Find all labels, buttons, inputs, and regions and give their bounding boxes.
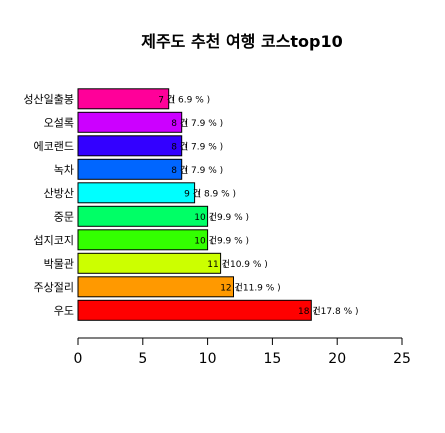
x-tick-label: 15 <box>263 351 281 367</box>
bar <box>78 183 195 203</box>
x-axis: 0 5 10 15 20 25 <box>74 338 411 367</box>
x-tick-label: 10 <box>199 351 217 367</box>
bar <box>78 230 208 250</box>
percent-label: ( 7.9 % ) <box>185 142 223 152</box>
percent-label: ( 17.8 % ) <box>314 307 358 317</box>
bar <box>78 206 208 226</box>
percent-label: ( 9.9 % ) <box>211 236 249 246</box>
bar <box>78 159 182 179</box>
bars-layer: 성산일출봉 7 건( 6.9 % )오설록 8 건( 7.9 % )에코랜드 8 건(… <box>23 89 358 320</box>
bar <box>78 253 221 273</box>
chart-title: 제주도 추천 여행 코스top10 <box>141 32 343 51</box>
percent-label: ( 8.9 % ) <box>198 189 236 199</box>
category-label: 녹차 <box>54 163 74 176</box>
percent-label: ( 6.9 % ) <box>172 95 210 105</box>
x-tick-label: 0 <box>74 351 83 367</box>
category-label: 중문 <box>54 210 74 223</box>
bar <box>78 89 169 109</box>
bar <box>78 300 311 320</box>
category-label: 주상절리 <box>34 281 74 294</box>
category-label: 우도 <box>54 304 74 317</box>
percent-label: ( 7.9 % ) <box>185 166 223 176</box>
percent-label: ( 10.9 % ) <box>224 260 268 270</box>
category-label: 박물관 <box>44 257 74 270</box>
percent-label: ( 11.9 % ) <box>237 283 281 293</box>
percent-label: ( 9.9 % ) <box>211 213 249 223</box>
x-tick-label: 25 <box>393 351 411 367</box>
bar <box>78 112 182 132</box>
x-tick-label: 5 <box>138 351 147 367</box>
percent-label: ( 7.9 % ) <box>185 119 223 129</box>
bar <box>78 136 182 156</box>
bar <box>78 277 234 297</box>
category-label: 오설록 <box>44 116 74 129</box>
category-label: 섭지코지 <box>34 234 74 247</box>
category-label: 산방산 <box>44 187 74 200</box>
category-label: 성산일출봉 <box>23 92 74 106</box>
category-label: 에코랜드 <box>34 140 74 153</box>
x-tick-label: 20 <box>328 351 346 367</box>
